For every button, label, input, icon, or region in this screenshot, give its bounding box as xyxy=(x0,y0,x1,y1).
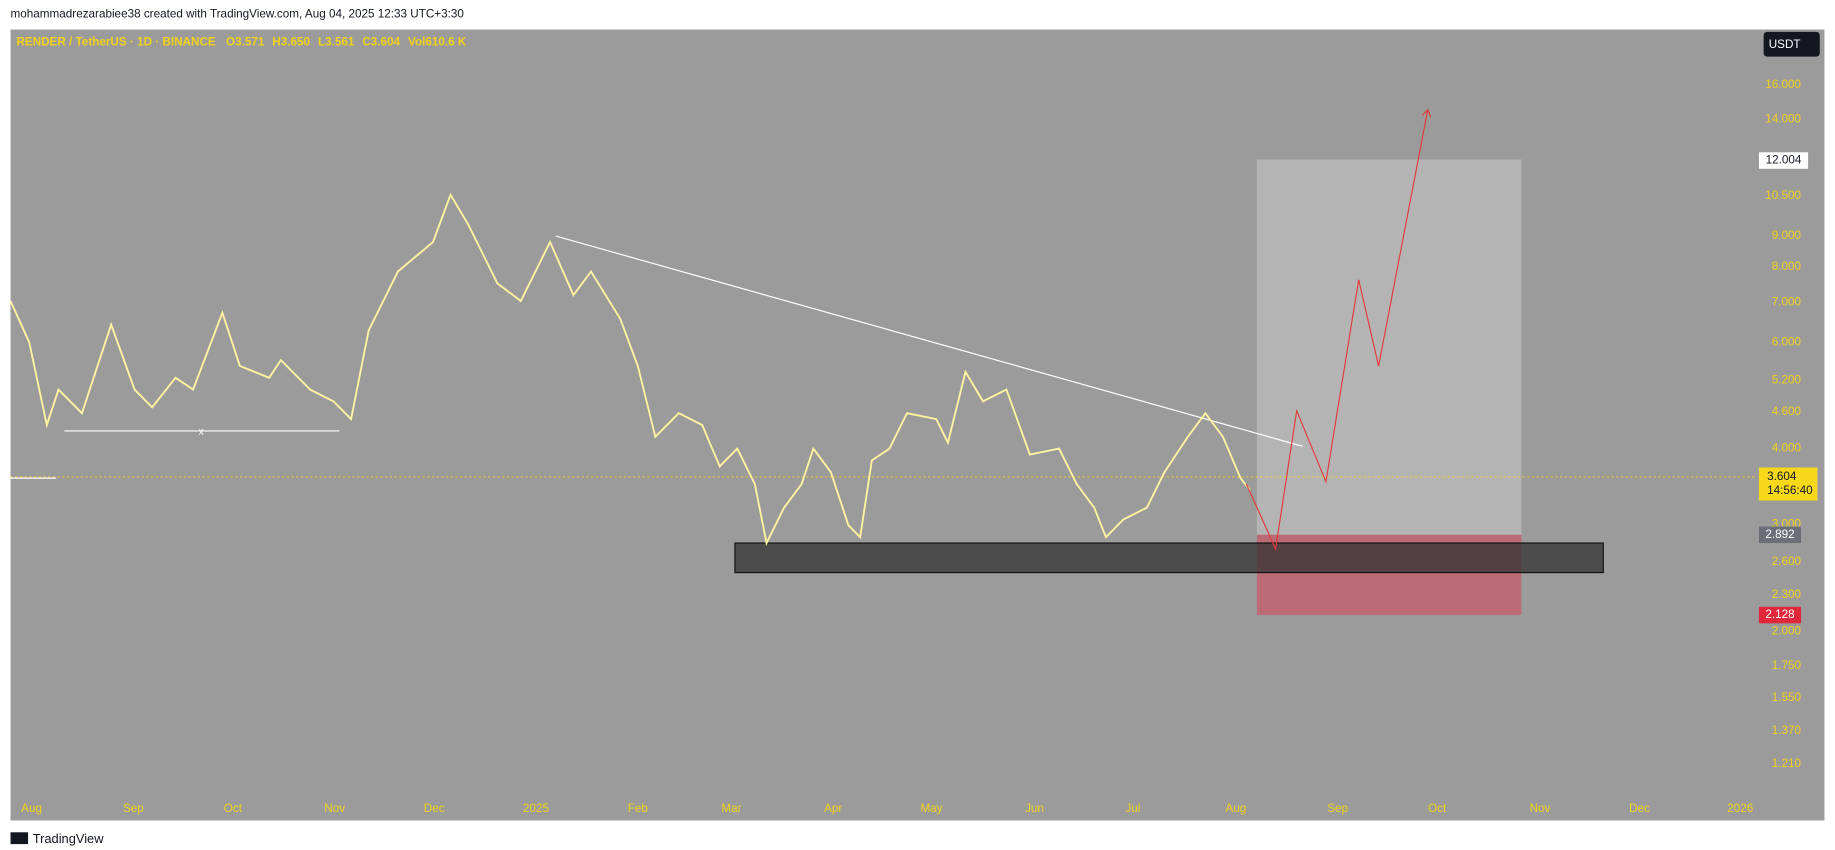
price-label: 16.000 xyxy=(1765,78,1801,91)
price-path xyxy=(9,192,1251,546)
price-label: 10.500 xyxy=(1765,189,1801,202)
brand: TradingView xyxy=(33,831,104,846)
entry-badge xyxy=(1758,526,1802,544)
stop-badge xyxy=(1758,606,1802,624)
high: 3.650 xyxy=(281,36,311,49)
time-label: Oct xyxy=(224,802,243,815)
price-label: 1.210 xyxy=(1772,757,1802,770)
price-label: 14.000 xyxy=(1765,112,1801,125)
time-label: Nov xyxy=(1530,802,1551,815)
brand-logo xyxy=(10,832,29,845)
time-label: Jun xyxy=(1025,802,1044,815)
time-label: Dec xyxy=(1629,802,1650,815)
price-label: 1.750 xyxy=(1772,659,1802,672)
current-price: 3.604 xyxy=(1767,470,1797,483)
time-axis: Aug Sep Oct Nov Dec 2025 Feb Mar Apr May Jun Jul Aug… xyxy=(21,802,1753,815)
low-label: L xyxy=(318,36,325,49)
price-label: 9.000 xyxy=(1772,229,1802,242)
price-label: 2.000 xyxy=(1772,625,1802,638)
time-label: Mar xyxy=(721,802,741,815)
current-badge xyxy=(1758,467,1818,501)
trendline xyxy=(555,235,1303,447)
price-label: 5.200 xyxy=(1772,373,1802,386)
time-label: Nov xyxy=(324,802,345,815)
projection-path xyxy=(1245,110,1427,552)
time-label: Jul xyxy=(1125,802,1140,815)
target-price: 12.004 xyxy=(1766,154,1802,167)
chart-area xyxy=(10,29,1825,821)
level-marker: x xyxy=(199,426,205,438)
stop-price: 2.128 xyxy=(1765,608,1795,621)
target-badge xyxy=(1758,152,1809,169)
attribution: mohammadrezarabiee38 created with Tradin… xyxy=(11,7,465,20)
open: 3.571 xyxy=(235,36,265,49)
volume-label: Vol xyxy=(408,36,425,49)
time-label: Dec xyxy=(424,802,445,815)
countdown: 14:56:40 xyxy=(1767,484,1813,497)
price-label: 8.000 xyxy=(1772,260,1802,273)
time-label: 2025 xyxy=(523,802,549,815)
time-label: Apr xyxy=(824,802,842,815)
currency-badge xyxy=(1763,31,1820,57)
symbol-legend: RENDER / TetherUS · 1D · BINANCE O3.571 … xyxy=(16,36,466,49)
symbol: RENDER / TetherUS · 1D · BINANCE xyxy=(16,36,215,49)
close-label: C xyxy=(362,36,371,49)
time-label: 2026 xyxy=(1727,802,1753,815)
time-label: Sep xyxy=(123,802,144,815)
price-axis: 16.000 14.000 10.500 9.000 8.000 7.000 6.000 5.… xyxy=(1765,78,1801,770)
price-label: 4.600 xyxy=(1772,405,1802,418)
price-label: 1.550 xyxy=(1772,691,1802,704)
price-label: 2.600 xyxy=(1772,555,1802,568)
time-label: May xyxy=(920,802,942,815)
price-label: 6.000 xyxy=(1772,335,1802,348)
open-label: O xyxy=(226,36,235,49)
time-label: Sep xyxy=(1327,802,1348,815)
time-label: Feb xyxy=(628,802,649,815)
entry-price: 2.892 xyxy=(1765,528,1794,541)
time-label: Aug xyxy=(21,802,42,815)
target-zone xyxy=(1256,159,1522,535)
support-zone xyxy=(734,542,1604,574)
currency: USDT xyxy=(1769,38,1801,51)
close: 3.604 xyxy=(371,36,401,49)
time-label: Aug xyxy=(1225,802,1246,815)
price-label: 4.000 xyxy=(1772,442,1802,455)
time-label: Oct xyxy=(1428,802,1447,815)
volume: 610.6 K xyxy=(425,36,466,49)
price-label: 2.300 xyxy=(1772,588,1802,601)
price-label: 1.370 xyxy=(1772,724,1802,737)
price-label: 7.000 xyxy=(1772,295,1802,308)
high-label: H xyxy=(272,36,280,49)
low: 3.561 xyxy=(325,36,355,49)
